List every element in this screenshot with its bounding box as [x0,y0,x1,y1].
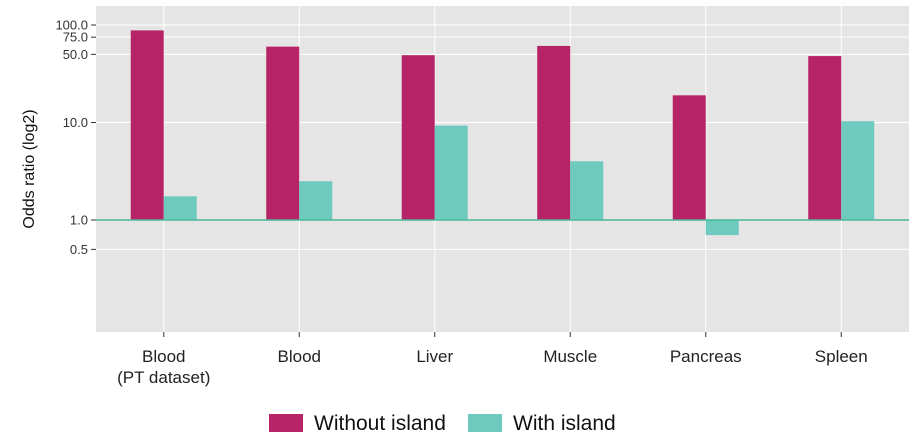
y-tick-label: 75.0 [63,30,88,45]
bar-without-island [266,46,300,221]
bar-without-island [672,95,706,220]
bar-with-island [705,220,739,236]
y-tick-label: 100.0 [55,18,88,33]
bar-with-island [434,125,468,220]
bar-without-island [130,30,164,221]
bar-without-island [401,55,435,220]
bar-with-island [570,161,604,220]
bar-without-island [537,45,571,220]
bar-with-island [841,121,875,220]
bar-with-island [163,196,197,220]
x-tick-label: Blood [278,347,321,366]
plot-panel [96,6,909,332]
y-tick-label: 10.0 [63,115,88,130]
x-tick-label: Muscle [543,347,597,366]
bar-without-island [808,56,842,220]
x-axis-ticks: Blood (PT dataset) Blood Liver Muscle Pancrea… [117,332,868,387]
legend-swatch-with-island [468,414,502,432]
y-axis-title: Odds ratio (log2) [21,109,38,228]
x-tick-label: (PT dataset) [117,368,210,387]
y-tick-label: 50.0 [63,47,88,62]
legend-label-with-island: With island [513,412,616,435]
legend-label-without-island: Without island [314,412,446,435]
bars [130,30,875,236]
y-tick-label: 1.0 [70,213,88,228]
x-tick-label: Spleen [815,347,868,366]
x-tick-label: Pancreas [670,347,742,366]
x-tick-label: Blood [142,347,185,366]
legend: Without island With island [269,412,616,435]
bar-with-island [299,181,333,220]
y-tick-label: 0.5 [70,242,88,257]
legend-swatch-without-island [269,414,303,432]
x-tick-label: Liver [416,347,453,366]
